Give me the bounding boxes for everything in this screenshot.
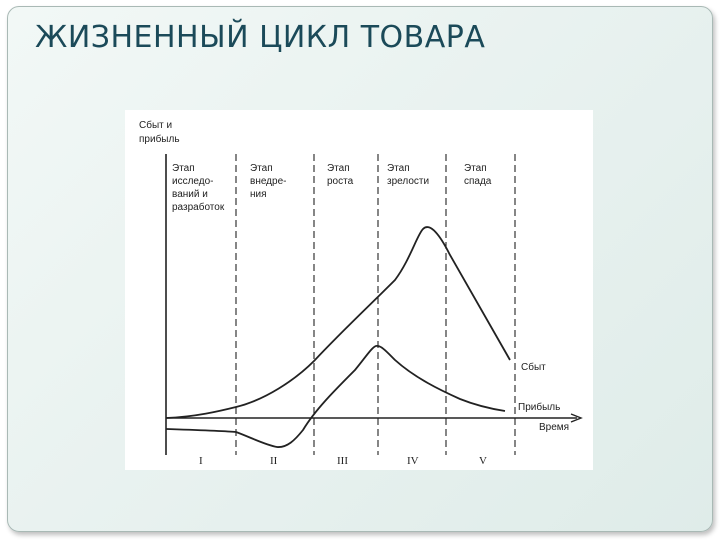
x-axis-arrow	[570, 413, 583, 423]
product-life-cycle-diagram: Сбыт и прибыль Время Сбыт Прибыль Этап и…	[125, 110, 593, 470]
stage-numeral: II	[270, 455, 278, 467]
x-axis-label: Время	[539, 422, 569, 433]
stage-label-line: внедре-	[250, 176, 286, 187]
stage-label-line: роста	[327, 176, 354, 187]
stage-label-line: ваний и	[172, 189, 208, 200]
stage-label-line: Этап	[172, 163, 195, 174]
stage-label-line: Этап	[250, 163, 273, 174]
slide-title: ЖИЗНЕННЫЙ ЦИКЛ ТОВАРА	[35, 20, 486, 55]
y-axis-label-line: Сбыт и	[139, 119, 172, 131]
profit-curve	[165, 345, 506, 448]
stage-numeral: III	[337, 455, 348, 467]
stage-label-line: разработок	[172, 201, 225, 213]
stage-label-line: исследо-	[172, 176, 214, 187]
stage-label-line: Этап	[387, 163, 410, 174]
stage-label-line: Этап	[464, 163, 487, 174]
stage-numeral: IV	[407, 455, 419, 467]
sales-curve	[165, 226, 511, 419]
stage-label-line: зрелости	[387, 176, 429, 187]
stage-label-line: спада	[464, 176, 492, 187]
y-axis-label-line: прибыль	[139, 133, 180, 145]
profit-label: Прибыль	[518, 401, 560, 413]
stage-label-line: ния	[250, 189, 267, 200]
sales-label: Сбыт	[521, 361, 546, 373]
stage-numeral: I	[199, 455, 203, 467]
stage-label-line: Этап	[327, 163, 350, 174]
stage-numeral: V	[479, 455, 487, 467]
